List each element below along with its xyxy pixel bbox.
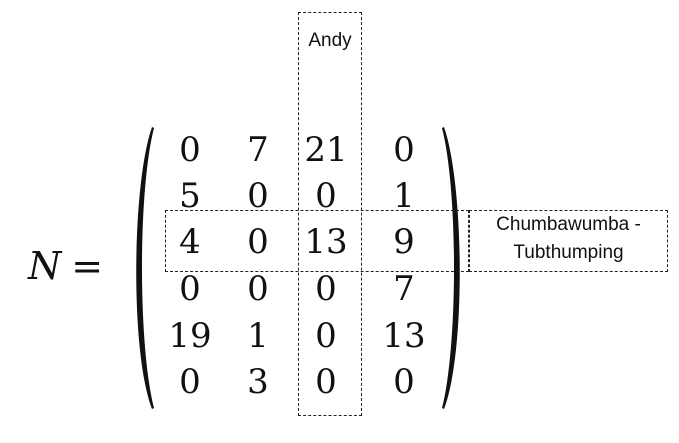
matrix-cell-r4-c4: 7	[393, 269, 415, 309]
matrix-symbol: N	[28, 244, 62, 288]
matrix-cell-r1-c4: 0	[393, 130, 415, 170]
column-highlight-box	[298, 12, 362, 416]
matrix-cell-r5-c1: 19	[168, 316, 212, 356]
row-label-line-2: Tubthumping	[513, 242, 624, 263]
matrix-cell-r5-c4: 13	[382, 316, 426, 356]
row-label-box	[469, 210, 668, 272]
matrix-cell-r6-c4: 0	[393, 362, 415, 402]
matrix-cell-r3-c2: 0	[247, 222, 269, 262]
matrix-lhs: N =	[28, 240, 138, 292]
equals-sign: =	[71, 244, 104, 288]
matrix-cell-r1-c3: 21	[304, 130, 348, 170]
column-label: Andy	[308, 30, 352, 51]
row-label: Chumbawumba - Tubthumping	[469, 211, 668, 267]
matrix-cell-r6-c3: 0	[315, 362, 337, 402]
matrix-cell-r4-c1: 0	[179, 269, 201, 309]
matrix-cell-r3-c1: 4	[179, 222, 201, 262]
matrix-cell-r5-c3: 0	[315, 316, 337, 356]
row-highlight-box	[165, 210, 469, 272]
matrix-cell-r4-c2: 0	[247, 269, 269, 309]
matrix-cell-r1-c1: 0	[179, 130, 201, 170]
matrix-cell-r2-c3: 0	[315, 176, 337, 216]
matrix-cell-r4-c3: 0	[315, 269, 337, 309]
matrix-cell-r2-c1: 5	[179, 176, 201, 216]
matrix-cell-r5-c2: 1	[247, 316, 269, 356]
matrix-cell-r1-c2: 7	[247, 130, 269, 170]
matrix-cell-r2-c2: 0	[247, 176, 269, 216]
right-parenthesis	[442, 127, 460, 409]
matrix-cell-r3-c4: 9	[393, 222, 415, 262]
matrix-cell-r3-c3: 13	[304, 222, 348, 262]
matrix-cell-r6-c1: 0	[179, 362, 201, 402]
row-label-line-1: Chumbawumba -	[496, 214, 641, 235]
matrix-cell-r2-c4: 1	[393, 176, 415, 216]
left-parenthesis	[136, 127, 154, 409]
matrix-cell-r6-c2: 3	[247, 362, 269, 402]
